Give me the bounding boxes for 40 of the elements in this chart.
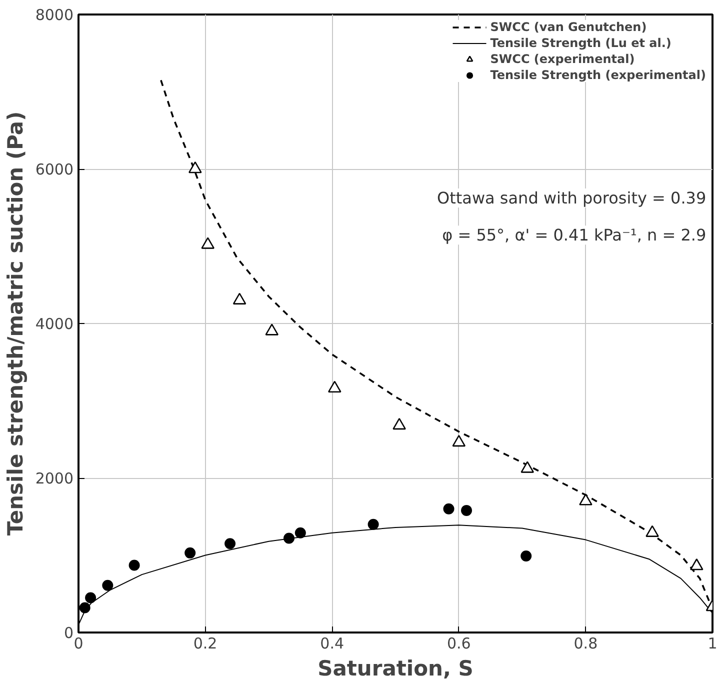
y-axis-title: Tensile strength/matric suction (Pa) [3, 111, 28, 536]
point [102, 580, 114, 591]
point [232, 292, 246, 304]
annotation: φ = 55°, α' = 0.41 kPa⁻¹, n = 2.9 [442, 226, 706, 245]
legend-label: SWCC (van Genutchen) [490, 20, 647, 34]
y-tick-label: 2000 [35, 470, 74, 488]
point [184, 547, 196, 558]
x-axis-title: Saturation, S [318, 656, 474, 680]
point [188, 161, 202, 174]
x-tick-label: 0.8 [574, 634, 598, 652]
x-tick-label: 0.6 [446, 634, 471, 652]
point [79, 602, 90, 614]
point [224, 538, 236, 550]
point [294, 527, 306, 538]
legend-label: SWCC (experimental) [490, 52, 635, 66]
y-tick-label: 8000 [35, 6, 74, 24]
point [520, 550, 532, 562]
point [646, 525, 659, 537]
point [265, 324, 279, 336]
x-tick-label: 1 [708, 634, 718, 652]
x-tick-label: 0.2 [193, 634, 218, 652]
point [392, 418, 406, 430]
point [328, 380, 342, 393]
point [452, 434, 466, 447]
point [283, 532, 294, 544]
x-tick-label: 0.4 [320, 634, 344, 652]
point [443, 503, 454, 514]
point [128, 560, 140, 571]
point [579, 494, 592, 506]
point [201, 237, 214, 249]
point [368, 518, 379, 530]
y-tick-label: 6000 [35, 160, 74, 178]
point [85, 592, 96, 604]
legend-label: Tensile Strength (experimental) [490, 68, 706, 82]
annotation: Ottawa sand with porosity = 0.39 [436, 188, 706, 208]
point [520, 461, 534, 473]
y-tick-label: 4000 [35, 315, 74, 333]
legend-label: Tensile Strength (Lu et al.) [490, 36, 672, 50]
point [690, 558, 704, 570]
point [461, 504, 472, 516]
